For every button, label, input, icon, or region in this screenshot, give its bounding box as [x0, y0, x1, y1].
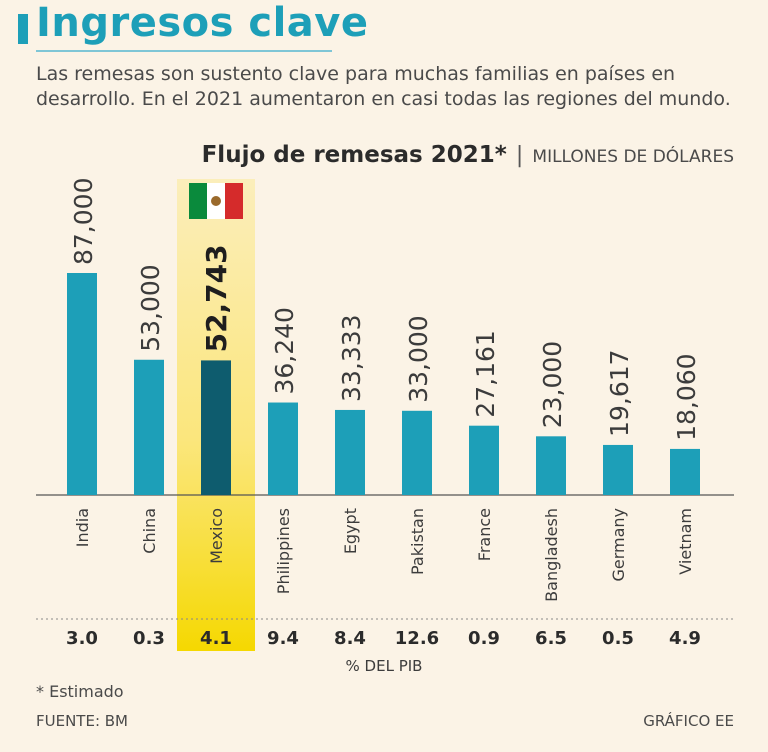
bar-france [469, 425, 499, 495]
subtitle: Las remesas son sustento clave para much… [36, 63, 731, 110]
bar-bangladesh [536, 436, 566, 495]
value-label-china: 53,000 [136, 264, 165, 351]
bar-china [134, 359, 164, 495]
pib-value-china: 0.3 [133, 628, 165, 649]
category-label-pakistan: Pakistan [408, 508, 427, 575]
pib-value-india: 3.0 [66, 628, 98, 649]
pib-value-egypt: 8.4 [334, 628, 366, 649]
chart-unit: MILLONES DE DÓLARES [532, 147, 734, 167]
value-label-india: 87,000 [69, 178, 98, 265]
chart-header-separator: | [515, 143, 524, 168]
pib-value-mexico: 4.1 [200, 628, 232, 649]
pib-value-france: 0.9 [468, 628, 500, 649]
page-title: Ingresos clave [36, 0, 369, 46]
value-label-france: 27,161 [471, 330, 500, 417]
category-label-bangladesh: Bangladesh [542, 508, 561, 602]
value-label-pakistan: 33,000 [404, 315, 433, 402]
category-label-china: China [140, 508, 159, 554]
bar-vietnam [670, 448, 700, 495]
pib-value-germany: 0.5 [602, 628, 634, 649]
pib-value-philippines: 9.4 [267, 628, 299, 649]
pib-axis-label: % DEL PIB [346, 657, 423, 675]
bar-pakistan [402, 410, 432, 495]
footnote: * Estimado [36, 682, 124, 701]
pib-value-bangladesh: 6.5 [535, 628, 567, 649]
category-label-vietnam: Vietnam [676, 508, 695, 575]
category-label-mexico: Mexico [207, 508, 226, 564]
pib-value-vietnam: 4.9 [669, 628, 701, 649]
graphic-credit: GRÁFICO EE [643, 712, 734, 730]
category-label-germany: Germany [609, 508, 628, 582]
bar-mexico [201, 360, 231, 495]
category-label-india: India [73, 508, 92, 547]
value-label-germany: 19,617 [605, 349, 634, 436]
value-label-vietnam: 18,060 [672, 353, 701, 440]
value-label-mexico: 52,743 [200, 244, 233, 352]
value-label-bangladesh: 23,000 [538, 341, 567, 428]
category-label-france: France [475, 508, 494, 561]
source-note: FUENTE: BM [36, 712, 128, 730]
bar-germany [603, 444, 633, 495]
category-label-philippines: Philippines [274, 508, 293, 594]
bar-philippines [268, 402, 298, 495]
title-accent-bar [18, 14, 28, 44]
value-label-egypt: 33,333 [337, 314, 366, 401]
bar-egypt [335, 409, 365, 495]
bar-india [67, 273, 97, 495]
pib-value-pakistan: 12.6 [395, 628, 439, 649]
chart-title: Flujo de remesas 2021* [201, 142, 507, 168]
chart-header: Flujo de remesas 2021* | MILLONES DE DÓL… [202, 142, 734, 168]
mexico-flag-icon [189, 183, 243, 219]
value-label-philippines: 36,240 [270, 307, 299, 394]
title-rule [36, 50, 332, 52]
category-label-egypt: Egypt [341, 508, 360, 554]
